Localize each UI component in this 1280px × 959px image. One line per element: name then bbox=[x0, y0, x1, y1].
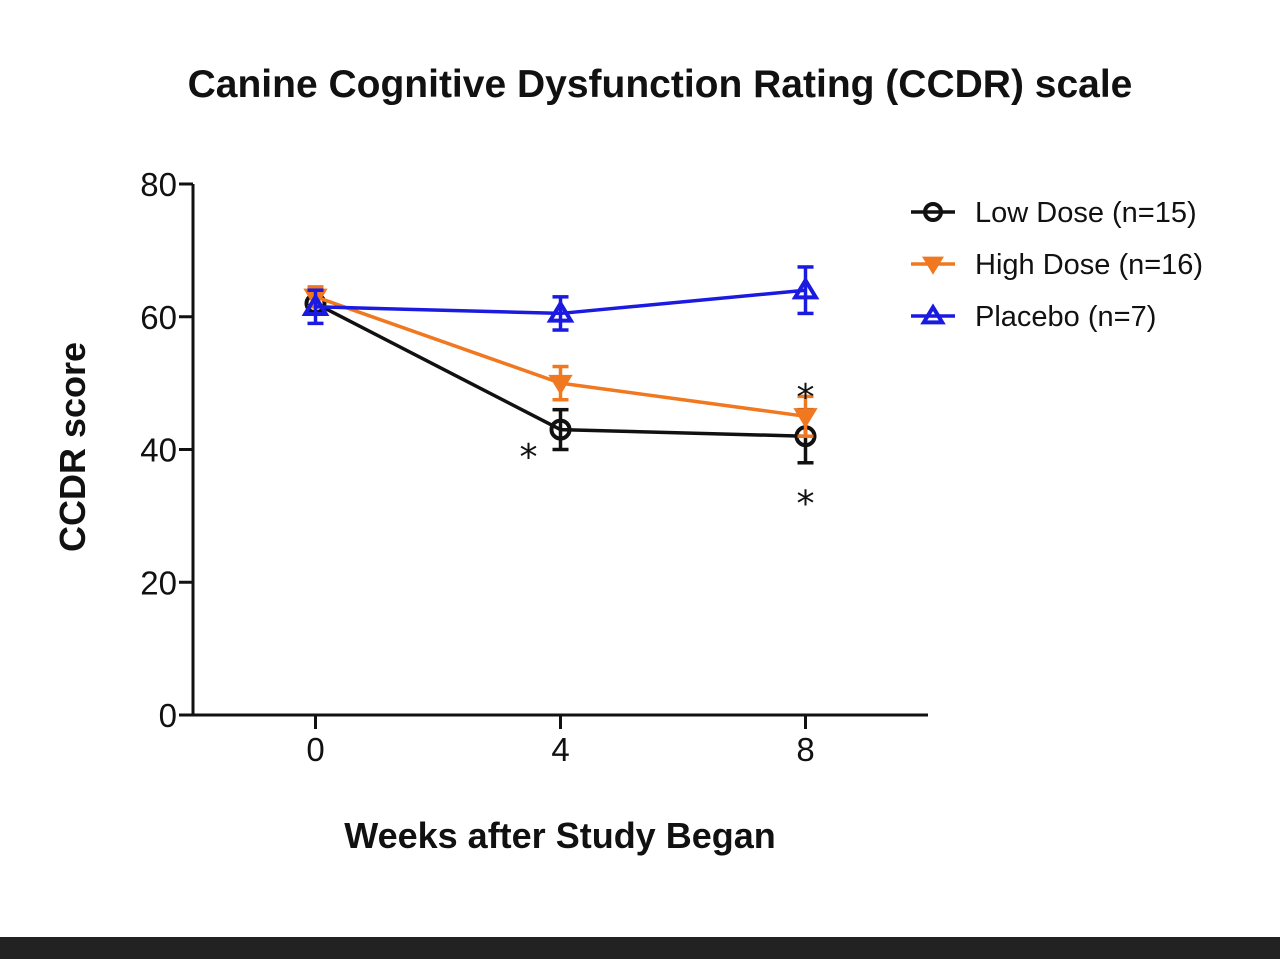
legend-marker-low-dose bbox=[923, 202, 943, 222]
data-point-placebo-4 bbox=[546, 299, 575, 323]
y-tick-label-0: 0 bbox=[159, 697, 177, 734]
x-tick-label-4: 4 bbox=[551, 731, 569, 768]
y-tick-label-20: 20 bbox=[140, 564, 177, 601]
legend-label-low-dose: Low Dose (n=15) bbox=[975, 197, 1197, 229]
x-axis-label: Weeks after Study Began bbox=[344, 815, 775, 856]
x-tick-label-0: 0 bbox=[306, 731, 324, 768]
bottom-bar bbox=[0, 937, 1280, 959]
legend-item-placebo: Placebo (n=7) bbox=[911, 301, 1156, 333]
legend-marker-high-dose bbox=[922, 256, 944, 275]
legend-label-high-dose: High Dose (n=16) bbox=[975, 249, 1203, 281]
series-placebo bbox=[301, 265, 820, 332]
legend-item-high-dose: High Dose (n=16) bbox=[911, 249, 1203, 281]
series-high-dose bbox=[303, 285, 818, 438]
series-layer bbox=[301, 265, 820, 465]
significance-asterisk-2: * bbox=[797, 377, 815, 418]
x-axis: 0 4 8 bbox=[193, 713, 928, 768]
legend-marker-placebo bbox=[920, 303, 946, 325]
y-tick-label-60: 60 bbox=[140, 299, 177, 336]
legend-label-placebo: Placebo (n=7) bbox=[975, 301, 1156, 333]
y-tick-label-40: 40 bbox=[140, 432, 177, 469]
data-point-high-dose-4 bbox=[548, 374, 573, 395]
legend-item-low-dose: Low Dose (n=15) bbox=[911, 197, 1197, 229]
significance-asterisk-3: * bbox=[797, 483, 815, 524]
annotations: * * * bbox=[520, 377, 815, 524]
data-point-placebo-0 bbox=[301, 293, 330, 316]
chart-title: Canine Cognitive Dysfunction Rating (CCD… bbox=[188, 63, 1133, 106]
y-tick-label-80: 80 bbox=[140, 166, 177, 203]
y-axis: 0 20 40 60 80 bbox=[140, 166, 195, 734]
data-point-placebo-8 bbox=[791, 276, 820, 300]
y-axis-label: CCDR score bbox=[52, 342, 93, 552]
data-point-low-dose-4 bbox=[549, 418, 572, 441]
legend: Low Dose (n=15) High Dose (n=16) Placebo (… bbox=[911, 197, 1203, 333]
data-point-high-dose-8 bbox=[793, 408, 818, 429]
significance-asterisk-1: * bbox=[520, 437, 538, 478]
x-tick-label-8: 8 bbox=[796, 731, 814, 768]
